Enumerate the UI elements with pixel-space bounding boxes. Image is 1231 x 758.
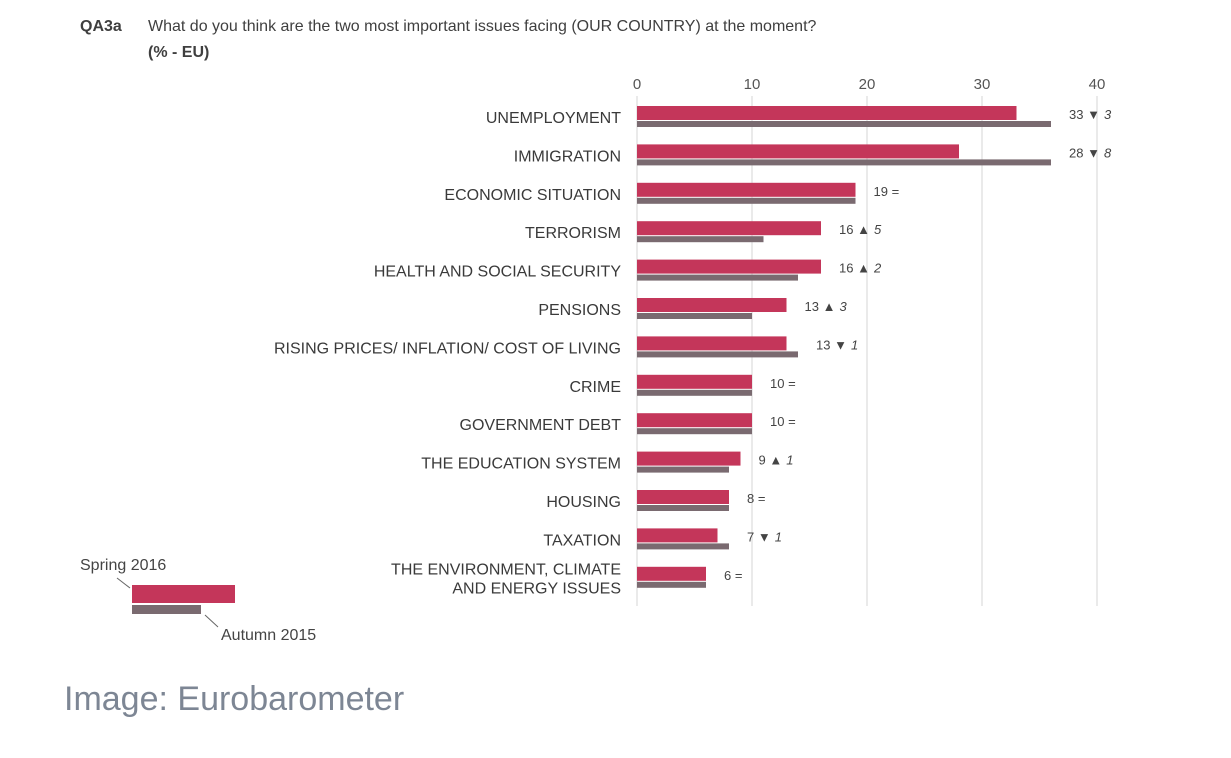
legend-leader [204, 614, 219, 628]
data-label: 28 ▼ 8 [1069, 145, 1112, 160]
bar-spring-2016 [637, 336, 787, 351]
data-label: 33 ▼ 3 [1069, 107, 1112, 122]
bar-spring-2016 [637, 298, 787, 312]
category-label: IMMIGRATION [514, 148, 621, 165]
bar-autumn-2015 [637, 581, 706, 588]
bar-autumn-2015 [637, 159, 1051, 166]
bar-autumn-2015 [637, 197, 856, 204]
bar-autumn-2015 [637, 428, 752, 435]
data-label: 6 = [724, 568, 742, 583]
category-label: THE ENVIRONMENT, CLIMATE [391, 561, 621, 578]
legend-label-spring: Spring 2016 [80, 557, 166, 574]
bar-spring-2016 [637, 259, 821, 274]
category-label: HOUSING [546, 494, 621, 511]
category-label: HEALTH AND SOCIAL SECURITY [374, 264, 621, 281]
category-label: CRIME [569, 379, 621, 396]
data-label: 10 = [770, 376, 796, 391]
category-label: TAXATION [543, 532, 621, 549]
bar-autumn-2015 [637, 274, 798, 281]
bar-autumn-2015 [637, 313, 752, 319]
legend-label-autumn: Autumn 2015 [221, 627, 316, 644]
x-tick-label: 40 [1089, 76, 1106, 93]
category-label: AND ENERGY ISSUES [452, 580, 621, 597]
bar-autumn-2015 [637, 389, 752, 396]
category-label: GOVERNMENT DEBT [460, 417, 622, 434]
bar-autumn-2015 [637, 351, 798, 358]
legend-leader [116, 577, 131, 589]
chart-subtitle: (% - EU) [148, 44, 210, 61]
category-label: TERRORISM [525, 225, 621, 242]
bar-spring-2016 [637, 528, 718, 543]
category-label: RISING PRICES/ INFLATION/ COST OF LIVING [274, 340, 621, 357]
bar-spring-2016 [637, 182, 856, 197]
category-label: ECONOMIC SITUATION [444, 187, 621, 204]
bar-autumn-2015 [637, 543, 729, 550]
bar-chart: 0 10 20 30 40 UNEMPLOYMENT 33 ▼ 3 IMMIGRATION 28 … [80, 76, 1112, 644]
x-tick-label: 0 [633, 76, 641, 93]
data-label: 13 ▼ 1 [816, 337, 858, 352]
bar-spring-2016 [637, 374, 752, 389]
category-label: THE EDUCATION SYSTEM [421, 456, 621, 473]
question-text: What do you think are the two most impor… [148, 18, 817, 35]
legend-swatch-autumn [132, 605, 201, 614]
data-label: 16 ▲ 2 [839, 261, 882, 276]
bar-spring-2016 [637, 566, 706, 581]
data-label: 13 ▲ 3 [805, 299, 848, 314]
bar-spring-2016 [637, 451, 741, 466]
category-label: UNEMPLOYMENT [486, 110, 621, 127]
bar-spring-2016 [637, 221, 821, 236]
image-caption: Image: Eurobarometer [64, 680, 405, 718]
bar-spring-2016 [637, 106, 1017, 120]
data-label: 7 ▼ 1 [747, 529, 782, 544]
bar-autumn-2015 [637, 466, 729, 473]
data-label: 9 ▲ 1 [759, 453, 794, 468]
x-tick-label: 30 [974, 76, 991, 93]
category-label: PENSIONS [538, 302, 621, 319]
bar-spring-2016 [637, 144, 959, 159]
data-label: 8 = [747, 491, 765, 506]
legend-swatch-spring [132, 585, 235, 603]
question-code: QA3a [80, 18, 122, 35]
bar-autumn-2015 [637, 505, 729, 511]
data-label: 19 = [874, 184, 900, 199]
bar-spring-2016 [637, 490, 729, 504]
bar-autumn-2015 [637, 236, 764, 243]
data-label: 16 ▲ 5 [839, 222, 882, 237]
x-tick-label: 10 [744, 76, 761, 93]
bar-spring-2016 [637, 413, 752, 428]
data-label: 10 = [770, 414, 796, 429]
x-tick-label: 20 [859, 76, 876, 93]
bar-autumn-2015 [637, 121, 1051, 127]
